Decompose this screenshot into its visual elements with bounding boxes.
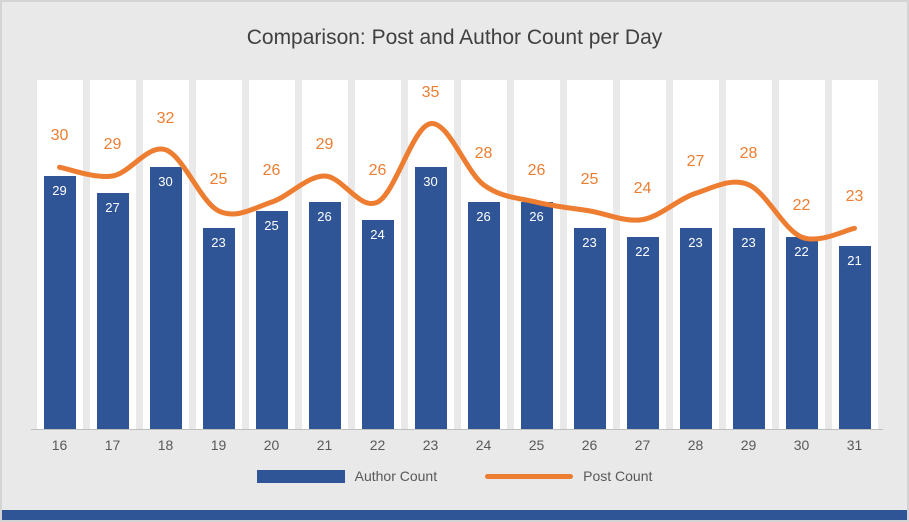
post-count-value-label: 26	[368, 162, 387, 180]
author-count-bar	[361, 219, 394, 429]
x-axis-tick-label: 20	[263, 437, 280, 453]
x-axis-tick-label: 25	[528, 437, 545, 453]
author-count-value-label: 23	[582, 235, 597, 251]
author-count-value-label: 21	[847, 252, 862, 268]
post-count-value-label: 28	[739, 144, 758, 162]
x-axis-tick-label: 18	[157, 437, 174, 453]
post-count-value-label: 26	[262, 162, 281, 180]
post-count-value-label: 35	[421, 83, 440, 101]
author-count-value-label: 30	[423, 174, 438, 190]
author-count-bar	[467, 202, 500, 429]
x-axis-tick-label: 22	[369, 437, 386, 453]
author-count-bar	[255, 210, 288, 429]
legend-label-author-count: Author Count	[354, 468, 438, 484]
x-axis-tick-label: 21	[316, 437, 333, 453]
post-count-value-label: 27	[686, 153, 705, 171]
author-count-bar	[308, 202, 341, 429]
author-count-value-label: 23	[211, 235, 226, 251]
x-axis-tick-label: 19	[210, 437, 227, 453]
author-count-value-label: 23	[741, 235, 756, 251]
x-axis-tick-label: 29	[740, 437, 757, 453]
x-axis-tick-label: 26	[581, 437, 598, 453]
author-count-bar	[732, 228, 765, 429]
post-count-value-label: 22	[792, 197, 811, 215]
chart-title: Comparison: Post and Author Count per Da…	[246, 26, 663, 49]
author-count-bar	[838, 245, 871, 429]
author-count-value-label: 26	[317, 209, 332, 225]
post-count-value-label: 29	[315, 135, 334, 153]
author-count-bar-swatch	[256, 469, 345, 483]
author-count-bar	[679, 228, 712, 429]
author-count-bar	[520, 202, 553, 429]
author-count-value-label: 24	[370, 226, 385, 242]
author-count-bar	[626, 237, 659, 429]
author-count-value-label: 22	[635, 244, 650, 260]
author-count-value-label: 22	[794, 244, 809, 260]
post-count-value-label: 25	[209, 170, 228, 188]
x-axis-tick-label: 16	[51, 437, 68, 453]
post-count-line-swatch	[485, 473, 574, 479]
author-count-bar	[573, 228, 606, 429]
post-count-value-label: 29	[103, 135, 122, 153]
author-count-value-label: 26	[476, 209, 491, 225]
author-count-value-label: 25	[264, 217, 279, 233]
author-count-bar	[414, 167, 447, 429]
post-count-value-label: 30	[50, 127, 69, 145]
x-axis-tick-label: 24	[475, 437, 492, 453]
author-count-bar	[96, 193, 129, 429]
post-count-value-label: 26	[527, 162, 546, 180]
post-count-value-label: 32	[156, 109, 175, 127]
legend-item-author-count: Author Count	[256, 468, 438, 484]
post-count-value-label: 23	[845, 188, 864, 206]
author-count-bar	[785, 237, 818, 429]
author-count-value-label: 29	[52, 182, 67, 198]
author-count-value-label: 30	[158, 174, 173, 190]
legend-item-post-count: Post Count	[485, 468, 652, 484]
x-axis-tick-label: 28	[687, 437, 704, 453]
author-count-bar	[43, 175, 76, 429]
author-count-value-label: 23	[688, 235, 703, 251]
bottom-strip	[2, 510, 907, 520]
x-axis-tick-label: 31	[846, 437, 863, 453]
author-count-bar	[202, 228, 235, 429]
x-axis-line	[31, 429, 883, 430]
x-axis-tick-label: 17	[104, 437, 121, 453]
legend-label-post-count: Post Count	[583, 468, 653, 484]
author-count-value-label: 27	[105, 200, 120, 216]
legend: Author Count Post Count	[2, 468, 907, 484]
post-count-value-label: 24	[633, 179, 652, 197]
post-count-value-label: 25	[580, 170, 599, 188]
x-axis-tick-label: 23	[422, 437, 439, 453]
author-count-bar	[149, 167, 182, 429]
author-count-value-label: 26	[529, 209, 544, 225]
x-axis-tick-label: 27	[634, 437, 651, 453]
x-axis-tick-label: 30	[793, 437, 810, 453]
post-count-value-label: 28	[474, 144, 493, 162]
